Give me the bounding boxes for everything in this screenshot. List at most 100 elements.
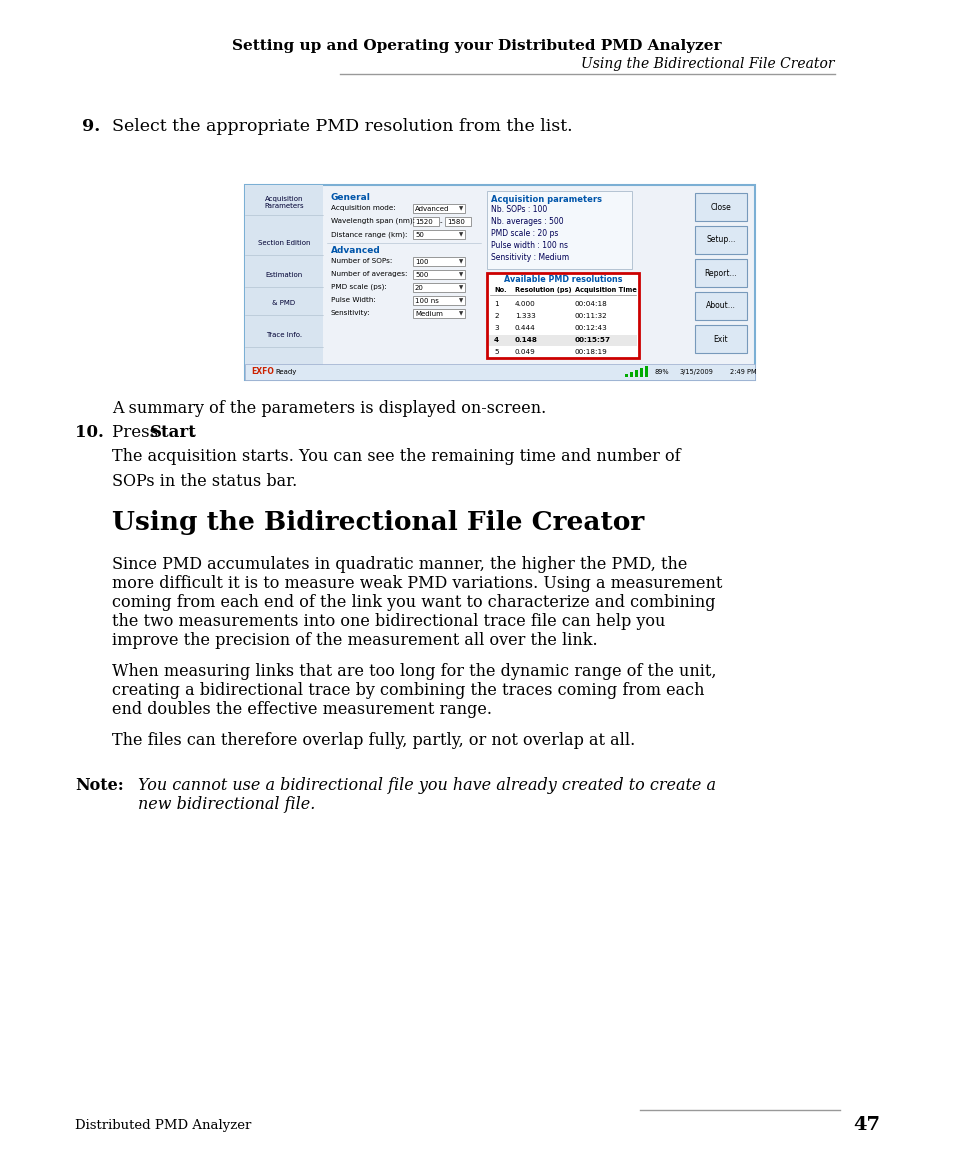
Text: 1520: 1520 [415,219,433,225]
Text: 5: 5 [494,349,498,355]
Text: Acquisition parameters: Acquisition parameters [491,195,601,204]
Text: Using the Bidirectional File Creator: Using the Bidirectional File Creator [112,510,643,535]
Text: 2: 2 [494,313,498,319]
Text: 89%: 89% [655,369,669,376]
Text: 500: 500 [415,272,428,278]
Text: creating a bidirectional trace by combining the traces coming from each: creating a bidirectional trace by combin… [112,681,703,699]
Bar [695,258,746,287]
Text: 4: 4 [494,337,498,343]
Bar [486,274,639,358]
Text: Close: Close [710,203,731,211]
Bar [635,370,638,377]
Text: Ready: Ready [274,369,296,376]
Text: 1580: 1580 [447,219,464,225]
Text: No.: No. [494,287,506,293]
Text: Using the Bidirectional File Creator: Using the Bidirectional File Creator [581,57,834,71]
Text: 2:49 PM: 2:49 PM [729,369,756,376]
Text: -: - [439,219,442,225]
Text: end doubles the effective measurement range.: end doubles the effective measurement ra… [112,701,492,717]
Text: Nb. SOPs : 100: Nb. SOPs : 100 [491,205,547,214]
Bar [413,309,464,318]
Text: Medium: Medium [415,311,442,318]
Text: Press: Press [112,424,163,442]
Text: General: General [331,194,371,202]
Text: Advanced: Advanced [415,206,449,212]
Text: 0.444: 0.444 [515,325,536,331]
Text: EXFO: EXFO [251,367,274,377]
Text: ▼: ▼ [458,272,462,277]
Bar [413,257,464,267]
Bar [629,372,633,377]
Text: Number of averages:: Number of averages: [331,271,407,277]
Text: the two measurements into one bidirectional trace file can help you: the two measurements into one bidirectio… [112,613,664,630]
Text: ▼: ▼ [458,285,462,291]
Bar [624,374,628,377]
Text: When measuring links that are too long for the dynamic range of the unit,: When measuring links that are too long f… [112,663,716,680]
Text: Since PMD accumulates in quadratic manner, the higher the PMD, the: Since PMD accumulates in quadratic manne… [112,556,687,573]
Text: Available PMD resolutions: Available PMD resolutions [503,276,621,284]
Text: improve the precision of the measurement all over the link.: improve the precision of the measurement… [112,632,597,649]
Text: ▼: ▼ [458,299,462,304]
Text: 10.: 10. [75,424,104,442]
Text: 00:12:43: 00:12:43 [575,325,607,331]
Text: Start: Start [150,424,196,442]
Text: Estimation: Estimation [265,272,302,278]
Text: Sensitivity:: Sensitivity: [331,309,370,316]
Text: 1.333: 1.333 [515,313,536,319]
Bar [444,217,471,226]
Text: 3: 3 [494,325,498,331]
Text: The acquisition starts. You can see the remaining time and number of
SOPs in the: The acquisition starts. You can see the … [112,449,679,490]
Bar [413,296,464,305]
Text: Acquisition Time: Acquisition Time [575,287,637,293]
Text: Acquisition
Parameters: Acquisition Parameters [264,197,303,210]
Text: new bidirectional file.: new bidirectional file. [138,796,315,812]
Text: 0.148: 0.148 [515,337,537,343]
Text: more difficult it is to measure weak PMD variations. Using a measurement: more difficult it is to measure weak PMD… [112,575,721,592]
Text: ▼: ▼ [458,233,462,238]
Text: Setup...: Setup... [705,235,735,245]
Text: 47: 47 [852,1116,879,1134]
Bar [695,325,746,353]
Text: 0.049: 0.049 [515,349,536,355]
Text: 4.000: 4.000 [515,301,536,307]
Text: Section Edition: Section Edition [257,240,310,246]
Bar [245,364,754,380]
Text: Distributed PMD Analyzer: Distributed PMD Analyzer [75,1118,251,1131]
Bar [486,191,631,269]
Text: 1: 1 [494,301,498,307]
Bar [413,217,438,226]
Bar [413,270,464,279]
Text: 50: 50 [415,232,423,238]
Text: ▼: ▼ [458,260,462,264]
Text: Resolution (ps): Resolution (ps) [515,287,571,293]
Text: Exit: Exit [713,335,727,343]
Text: Advanced: Advanced [331,246,380,255]
Bar [413,204,464,213]
Bar [695,292,746,320]
Bar [695,194,746,221]
Text: 00:11:32: 00:11:32 [575,313,607,319]
Bar [245,185,754,380]
Text: ▼: ▼ [458,312,462,316]
Text: Setting up and Operating your Distributed PMD Analyzer: Setting up and Operating your Distribute… [232,39,721,53]
Text: 100 ns: 100 ns [415,298,438,304]
Text: PMD scale : 20 ps: PMD scale : 20 ps [491,229,558,238]
Bar [413,229,464,239]
Text: A summary of the parameters is displayed on-screen.: A summary of the parameters is displayed… [112,400,546,417]
Text: ▼: ▼ [458,206,462,211]
Text: Select the appropriate PMD resolution from the list.: Select the appropriate PMD resolution fr… [112,118,572,134]
Text: coming from each end of the link you want to characterize and combining: coming from each end of the link you wan… [112,595,715,611]
Text: & PMD: & PMD [273,300,295,306]
Text: Acquisition mode:: Acquisition mode: [331,205,395,211]
Bar [489,335,637,347]
Text: 3/15/2009: 3/15/2009 [679,369,713,376]
Text: 20: 20 [415,285,423,291]
Text: Distance range (km):: Distance range (km): [331,231,407,238]
Text: Nb. averages : 500: Nb. averages : 500 [491,217,563,226]
Text: 00:18:19: 00:18:19 [575,349,607,355]
Text: 00:15:57: 00:15:57 [575,337,610,343]
Bar [413,283,464,292]
Text: Note:: Note: [75,777,124,794]
Text: .: . [190,424,195,442]
Text: Number of SOPs:: Number of SOPs: [331,258,392,264]
